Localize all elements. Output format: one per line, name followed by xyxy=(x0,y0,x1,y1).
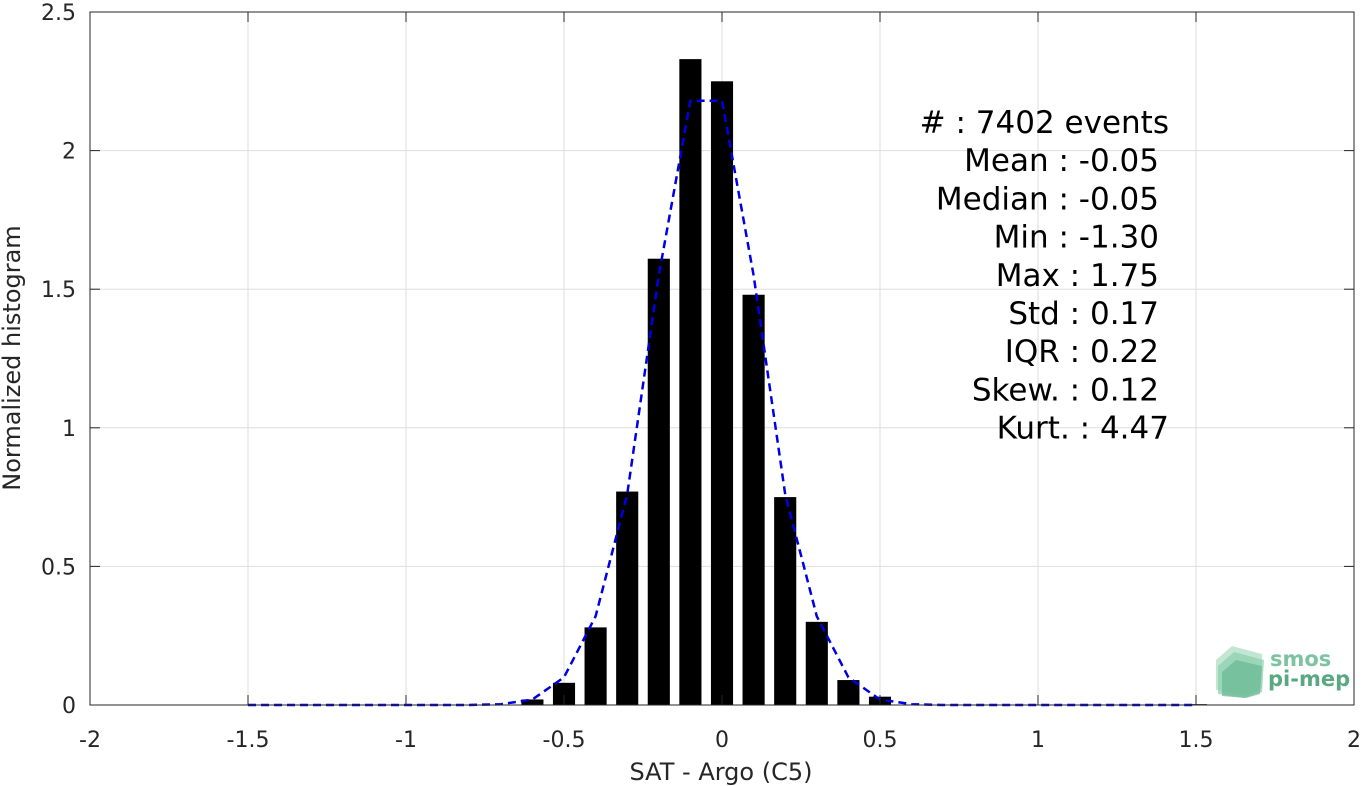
stat-line: Max : 1.75 xyxy=(996,258,1159,294)
histogram-bar xyxy=(679,59,702,705)
stat-line: Std : 0.17 xyxy=(1008,296,1159,332)
axes xyxy=(89,11,1355,706)
stat-line: Median : -0.05 xyxy=(936,181,1159,217)
stat-line: Kurt. : 4.47 xyxy=(997,411,1169,447)
histogram-bar xyxy=(647,258,670,705)
x-tick-label: -1 xyxy=(395,728,417,753)
histogram-bar xyxy=(742,294,765,705)
stat-line: IQR : 0.22 xyxy=(1005,334,1159,370)
y-tick-label: 0.5 xyxy=(41,555,76,580)
x-tick-label: 1 xyxy=(1031,728,1045,753)
x-tick-label: 0 xyxy=(715,728,729,753)
histogram-bar xyxy=(805,621,828,705)
histogram-bar xyxy=(616,491,639,705)
logo-line2: pi-mep xyxy=(1268,667,1350,691)
y-tick-label: 1 xyxy=(62,417,76,442)
logo-layers-icon xyxy=(1216,646,1264,698)
stat-line: Skew. : 0.12 xyxy=(972,372,1159,408)
y-tick-label: 0 xyxy=(62,694,76,719)
x-tick-label: -2 xyxy=(79,728,101,753)
histogram-bar xyxy=(710,81,734,706)
smos-pimep-logo: smos pi-mep xyxy=(1216,646,1350,698)
histogram-bar xyxy=(552,682,576,705)
x-tick-label: 0.5 xyxy=(863,728,898,753)
histogram-bar xyxy=(774,497,797,705)
x-tick-label: 1.5 xyxy=(1179,728,1214,753)
y-tick-labels: 0 0.5 1 1.5 2 2.5 xyxy=(41,1,76,719)
histogram-bar xyxy=(521,699,544,705)
stat-line: Mean : -0.05 xyxy=(964,143,1159,179)
histogram-bar xyxy=(837,680,860,705)
y-tick-label: 2.5 xyxy=(41,1,76,26)
x-tick-labels: -2 -1.5 -1 -0.5 0 0.5 1 1.5 2 xyxy=(79,728,1361,753)
y-tick-label: 2 xyxy=(62,140,76,165)
y-tick-label: 1.5 xyxy=(41,278,76,303)
bars xyxy=(521,59,1208,706)
x-tick-label: -0.5 xyxy=(543,728,586,753)
x-axis-label: SAT - Argo (C5) xyxy=(630,758,813,786)
histogram-bar xyxy=(584,627,607,705)
logo-line1: smos xyxy=(1270,647,1331,671)
stat-line: Min : -1.30 xyxy=(994,220,1159,256)
x-tick-label: -1.5 xyxy=(227,728,270,753)
x-tick-label: 2 xyxy=(1347,728,1361,753)
y-axis-label: Normalized histogram xyxy=(0,225,26,490)
stat-line: # : 7402 events xyxy=(920,105,1169,141)
